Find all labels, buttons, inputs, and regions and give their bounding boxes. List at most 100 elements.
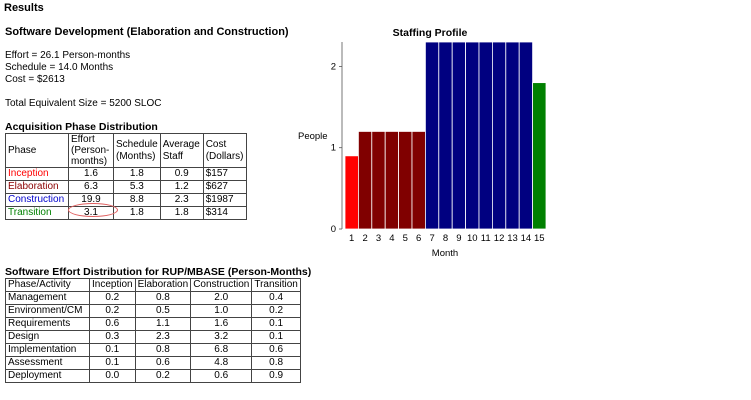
y-tick-label: 0 <box>331 224 336 235</box>
transition-cost: $314 <box>202 206 247 220</box>
effort-summary: Effort = 26.1 Person-months <box>5 50 131 61</box>
acquisition-heading: Acquisition Phase Distribution <box>5 121 158 133</box>
cell-value: 0.8 <box>134 343 192 357</box>
transition-schedule: 1.8 <box>113 206 161 220</box>
cell-value: 0.5 <box>134 304 192 318</box>
table-row: Construction 19.9 8.8 2.3 $1987 <box>5 193 247 207</box>
cell-value: 1.6 <box>190 317 253 331</box>
x-tick-label: 11 <box>481 233 491 244</box>
transition-effort: 3.1 <box>68 206 114 220</box>
header-phase: Phase <box>5 133 69 168</box>
x-tick-label: 5 <box>403 233 408 244</box>
phase-inception: Inception <box>5 167 69 181</box>
x-tick-label: 1 <box>349 233 354 244</box>
cell-value: 2.3 <box>134 330 192 344</box>
table-row: Design 0.3 2.3 3.2 0.1 <box>5 330 301 344</box>
cell-value: 0.2 <box>89 291 136 305</box>
cell-value: 4.8 <box>190 356 253 370</box>
construction-staff: 2.3 <box>159 193 204 207</box>
x-tick-label: 13 <box>507 233 518 244</box>
header-transition: Transition <box>251 278 301 292</box>
y-tick-label: 1 <box>331 143 336 154</box>
x-tick-label: 12 <box>494 233 505 244</box>
cell-value: 0.2 <box>251 304 301 318</box>
table-row: Assessment 0.1 0.6 4.8 0.8 <box>5 356 301 370</box>
cell-value: 0.2 <box>134 369 192 383</box>
x-tick-label: 10 <box>467 233 478 244</box>
phase-transition: Transition <box>5 206 69 220</box>
header-inception: Inception <box>89 278 136 292</box>
cell-value: 0.0 <box>89 369 136 383</box>
acquisition-table: Phase Effort (Person- months) Schedule (… <box>5 133 247 220</box>
elaboration-cost: $627 <box>202 180 247 194</box>
size-summary: Total Equivalent Size = 5200 SLOC <box>5 98 162 109</box>
bar-month-6 <box>411 131 426 230</box>
effort-distribution-table: Phase/Activity Inception Elaboration Con… <box>5 278 301 383</box>
table-row: Elaboration 6.3 5.3 1.2 $627 <box>5 180 247 194</box>
bar-month-13 <box>505 41 520 230</box>
acquisition-header-row: Phase Effort (Person- months) Schedule (… <box>5 133 247 168</box>
cell-value: 1.0 <box>190 304 253 318</box>
table-row: Deployment 0.0 0.2 0.6 0.9 <box>5 369 301 383</box>
header-phase-activity: Phase/Activity <box>5 278 90 292</box>
results-heading: Results <box>4 2 44 14</box>
bar-month-10 <box>465 41 480 230</box>
cell-value: 0.6 <box>190 369 253 383</box>
cell-value: 6.8 <box>190 343 253 357</box>
header-construction: Construction <box>190 278 253 292</box>
cell-value: 2.0 <box>190 291 253 305</box>
bar-month-4 <box>384 131 399 230</box>
effort-header-row: Phase/Activity Inception Elaboration Con… <box>5 278 301 292</box>
cell-value: 0.4 <box>251 291 301 305</box>
activity-label: Environment/CM <box>5 304 90 318</box>
header-schedule: Schedule (Months) <box>113 133 161 168</box>
table-row: Inception 1.6 1.8 0.9 $157 <box>5 167 247 181</box>
cell-value: 0.6 <box>251 343 301 357</box>
construction-effort: 19.9 <box>68 193 114 207</box>
table-row: Management 0.2 0.8 2.0 0.4 <box>5 291 301 305</box>
effort-distribution-heading: Software Effort Distribution for RUP/MBA… <box>5 266 312 278</box>
cell-value: 0.1 <box>89 343 136 357</box>
header-elaboration: Elaboration <box>134 278 192 292</box>
construction-cost: $1987 <box>202 193 247 207</box>
x-tick-label: 2 <box>362 233 367 244</box>
activity-label: Management <box>5 291 90 305</box>
header-cost: Cost (Dollars) <box>202 133 247 168</box>
bar-month-1 <box>344 155 359 230</box>
bar-month-15 <box>532 82 547 230</box>
cell-value: 0.6 <box>134 356 192 370</box>
y-axis-label: People <box>298 131 328 142</box>
elaboration-schedule: 5.3 <box>113 180 161 194</box>
cost-summary: Cost = $2613 <box>5 74 65 85</box>
inception-effort: 1.6 <box>68 167 114 181</box>
table-row: Requirements 0.6 1.1 1.6 0.1 <box>5 317 301 331</box>
software-development-heading: Software Development (Elaboration and Co… <box>5 26 289 38</box>
cell-value: 0.6 <box>89 317 136 331</box>
cell-value: 1.1 <box>134 317 192 331</box>
chart-title: Staffing Profile <box>393 27 468 39</box>
phase-construction: Construction <box>5 193 69 207</box>
bar-month-2 <box>358 131 373 230</box>
cell-value: 0.1 <box>251 330 301 344</box>
activity-label: Requirements <box>5 317 90 331</box>
table-row: Environment/CM 0.2 0.5 1.0 0.2 <box>5 304 301 318</box>
cell-value: 0.9 <box>251 369 301 383</box>
x-axis-label: Month <box>432 248 458 259</box>
inception-schedule: 1.8 <box>113 167 161 181</box>
cell-value: 0.2 <box>89 304 136 318</box>
table-row: Transition 3.1 1.8 1.8 $314 <box>5 206 247 220</box>
bar-month-11 <box>478 41 493 230</box>
bars-group <box>344 41 547 230</box>
inception-staff: 0.9 <box>159 167 204 181</box>
cell-value: 0.1 <box>251 317 301 331</box>
y-tick-label: 2 <box>331 61 336 72</box>
activity-label: Deployment <box>5 369 90 383</box>
x-tick-label: 8 <box>443 233 448 244</box>
x-tick-label: 4 <box>389 233 394 244</box>
activity-label: Design <box>5 330 90 344</box>
x-tick-label: 9 <box>456 233 461 244</box>
bar-month-9 <box>451 41 466 230</box>
construction-schedule: 8.8 <box>113 193 161 207</box>
schedule-summary: Schedule = 14.0 Months <box>5 62 114 73</box>
